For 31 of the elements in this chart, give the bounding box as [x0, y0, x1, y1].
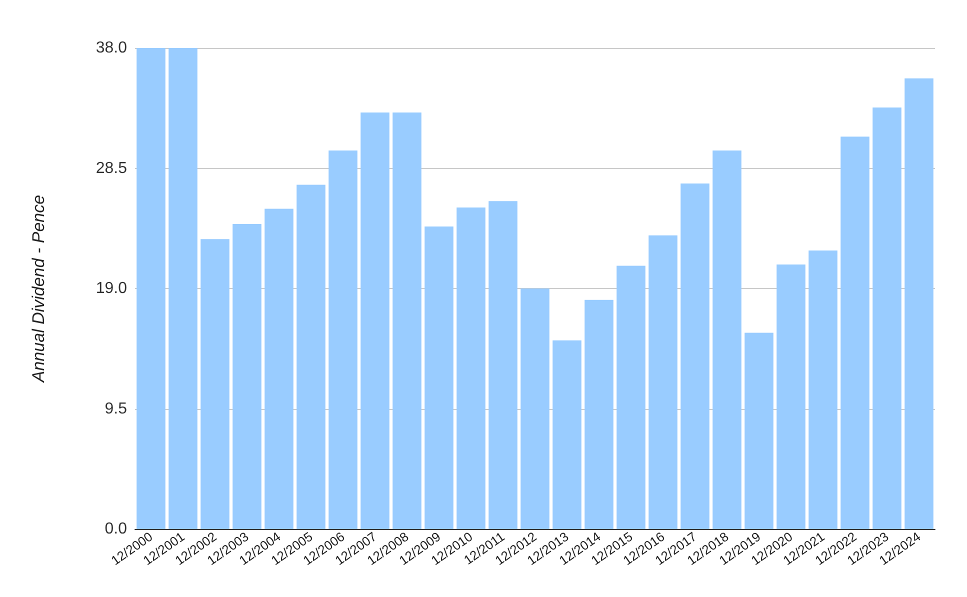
bar: [808, 250, 838, 529]
y-axis-title: Annual Dividend - Pence: [29, 194, 48, 384]
bar: [648, 235, 678, 529]
y-tick-label: 19.0: [96, 280, 128, 297]
bar: [200, 239, 230, 529]
bar: [680, 183, 710, 529]
bar: [552, 340, 582, 529]
bar: [616, 266, 646, 529]
bar: [264, 208, 294, 529]
bar: [520, 288, 550, 529]
bar: [904, 78, 934, 529]
bar: [296, 184, 326, 529]
bar: [872, 107, 902, 529]
bar: [840, 136, 870, 529]
bar: [328, 150, 358, 529]
bar: [136, 48, 166, 529]
bar: [424, 226, 454, 529]
bar: [456, 207, 486, 529]
bar: [584, 300, 614, 529]
y-tick-label: 9.5: [104, 400, 128, 418]
y-tick-label: 28.5: [96, 160, 128, 177]
bar: [712, 150, 742, 529]
bar: [392, 112, 422, 529]
bar: [232, 224, 262, 529]
bar: [488, 201, 518, 529]
bar: [776, 264, 806, 529]
y-tick-label: 38.0: [96, 40, 128, 56]
bar: [360, 112, 390, 529]
bar: [168, 48, 198, 529]
y-tick-label: 0.0: [104, 520, 128, 538]
bar: [744, 332, 774, 529]
